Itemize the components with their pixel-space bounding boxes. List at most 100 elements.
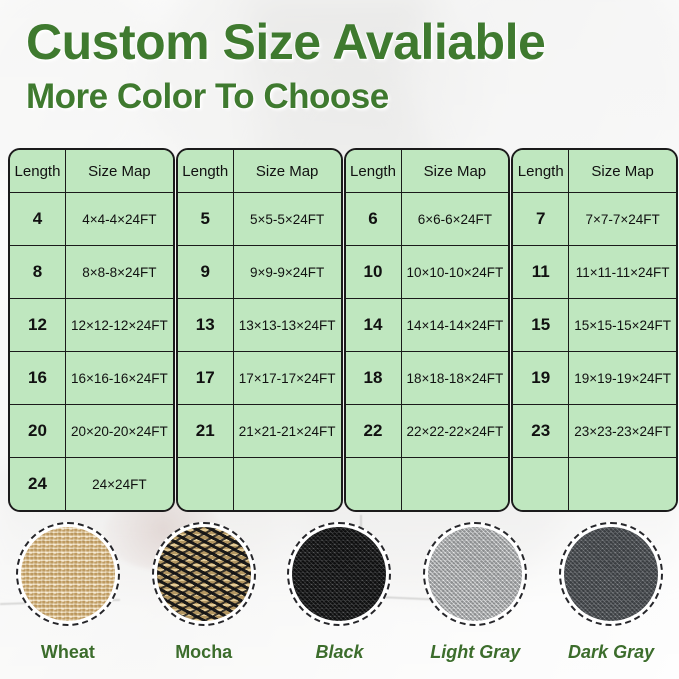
cell-length: 23	[513, 404, 570, 458]
size-table-card: Length Size Map 5 5×5-5×24FT 9 9×9-9×24FT 13 13…	[175, 148, 343, 512]
cell-length: 4	[10, 192, 66, 246]
fabric-texture	[564, 527, 659, 621]
color-swatch-item[interactable]: Dark Gray	[543, 522, 679, 663]
cell-size-map: 14×14-14×24FT	[400, 298, 509, 352]
table-row: 21 21×21-21×24FT	[177, 404, 341, 458]
table-row: 14 14×14-14×24FT	[345, 298, 509, 352]
swatch-circle-wheat[interactable]	[15, 522, 120, 626]
cell-size-map: 20×20-20×24FT	[64, 404, 173, 458]
cell-length: 13	[177, 298, 234, 352]
swatch-circle-dark-gray[interactable]	[559, 522, 664, 626]
cell-size-map: 13×13-13×24FT	[232, 298, 341, 352]
cell-length: 15	[513, 298, 570, 352]
cell-length: 8	[10, 245, 66, 299]
cell-size-map: 21×21-21×24FT	[232, 404, 341, 458]
fabric-texture	[292, 527, 387, 621]
cell-length: 18	[345, 351, 402, 405]
cell-length	[513, 457, 570, 510]
table-row: 9 9×9-9×24FT	[177, 245, 341, 299]
swatch-circle-black[interactable]	[287, 522, 392, 626]
table-row: 16 16×16-16×24FT	[10, 351, 173, 405]
column-header-size-map: Size Map	[64, 150, 173, 193]
cell-size-map: 7×7-7×24FT	[568, 192, 676, 246]
table-row: 12 12×12-12×24FT	[10, 298, 173, 352]
page-title: Custom Size Avaliable	[26, 14, 546, 70]
cell-size-map: 5×5-5×24FT	[232, 192, 341, 246]
cell-size-map	[568, 457, 676, 510]
column-header-size-map: Size Map	[568, 150, 676, 193]
size-table: Length Size Map 6 6×6-6×24FT 10 10×10-10×24FT…	[345, 150, 509, 510]
swatch-circle-light-gray[interactable]	[423, 522, 528, 626]
cell-length: 20	[10, 404, 66, 458]
cell-length: 10	[345, 245, 402, 299]
table-header-row: Length Size Map	[10, 150, 173, 193]
swatch-label: Wheat	[40, 642, 95, 662]
swatch-label: Black	[315, 642, 364, 662]
cell-size-map: 9×9-9×24FT	[232, 245, 341, 299]
cell-length	[177, 457, 234, 510]
color-swatch-item[interactable]: Black	[272, 522, 408, 663]
size-table-card: Length Size Map 7 7×7-7×24FT 11 11×11-11×24FT…	[511, 148, 678, 512]
cell-length: 16	[10, 351, 66, 405]
cell-size-map: 6×6-6×24FT	[400, 192, 509, 246]
fabric-texture	[20, 527, 115, 621]
table-row: 19 19×19-19×24FT	[513, 351, 676, 405]
column-header-length: Length	[345, 150, 402, 193]
cell-size-map: 17×17-17×24FT	[232, 351, 341, 405]
cell-size-map: 22×22-22×24FT	[400, 404, 509, 458]
table-header-row: Length Size Map	[177, 150, 341, 193]
page-subtitle: More Color To Choose	[26, 77, 389, 116]
table-header-row: Length Size Map	[345, 150, 509, 193]
table-row: 24 24×24FT	[10, 457, 173, 510]
cell-length: 6	[345, 192, 402, 246]
cell-size-map: 23×23-23×24FT	[568, 404, 676, 458]
cell-size-map: 19×19-19×24FT	[568, 351, 676, 405]
cell-length: 24	[10, 457, 66, 510]
table-row: 6 6×6-6×24FT	[345, 192, 509, 246]
table-row: 4 4×4-4×24FT	[10, 192, 173, 246]
color-swatch-item[interactable]: Mocha	[136, 522, 272, 663]
cell-length	[345, 457, 402, 510]
cell-size-map: 18×18-18×24FT	[400, 351, 509, 405]
table-row	[345, 457, 509, 510]
size-table: Length Size Map 5 5×5-5×24FT 9 9×9-9×24FT 13 13…	[177, 150, 341, 510]
table-row: 11 11×11-11×24FT	[513, 245, 676, 299]
color-swatches: Wheat Mocha Black Light Gray Dark Gray	[0, 522, 679, 663]
swatch-label: Dark Gray	[568, 642, 655, 662]
cell-size-map: 4×4-4×24FT	[64, 192, 173, 246]
swatch-circle-mocha[interactable]	[151, 522, 256, 626]
column-header-length: Length	[10, 150, 66, 193]
cell-size-map	[400, 457, 509, 510]
size-table-card: Length Size Map 6 6×6-6×24FT 10 10×10-10×24FT…	[343, 148, 511, 512]
table-row: 15 15×15-15×24FT	[513, 298, 676, 352]
column-header-length: Length	[513, 150, 570, 193]
cell-length: 7	[513, 192, 570, 246]
cell-length: 11	[513, 245, 570, 299]
swatch-label: Mocha	[175, 642, 233, 662]
cell-length: 17	[177, 351, 234, 405]
table-row: 5 5×5-5×24FT	[177, 192, 341, 246]
cell-size-map: 12×12-12×24FT	[64, 298, 173, 352]
cell-size-map: 8×8-8×24FT	[64, 245, 173, 299]
cell-size-map	[232, 457, 341, 510]
color-swatch-item[interactable]: Light Gray	[407, 522, 543, 663]
swatch-label: Light Gray	[430, 642, 521, 662]
cell-size-map: 10×10-10×24FT	[400, 245, 509, 299]
cell-size-map: 15×15-15×24FT	[568, 298, 676, 352]
column-header-size-map: Size Map	[400, 150, 509, 193]
table-row: 8 8×8-8×24FT	[10, 245, 173, 299]
table-row: 17 17×17-17×24FT	[177, 351, 341, 405]
size-table-card: Length Size Map 4 4×4-4×24FT 8 8×8-8×24FT 12 12…	[8, 148, 175, 512]
size-table: Length Size Map 4 4×4-4×24FT 8 8×8-8×24FT 12 12…	[10, 150, 173, 510]
table-row: 10 10×10-10×24FT	[345, 245, 509, 299]
table-row: 13 13×13-13×24FT	[177, 298, 341, 352]
fabric-texture	[156, 527, 251, 621]
table-row: 7 7×7-7×24FT	[513, 192, 676, 246]
cell-size-map: 11×11-11×24FT	[568, 245, 676, 299]
fabric-texture	[428, 527, 523, 621]
color-swatch-item[interactable]: Wheat	[0, 522, 136, 663]
cell-size-map: 16×16-16×24FT	[64, 351, 173, 405]
table-row: 22 22×22-22×24FT	[345, 404, 509, 458]
table-row: 23 23×23-23×24FT	[513, 404, 676, 458]
